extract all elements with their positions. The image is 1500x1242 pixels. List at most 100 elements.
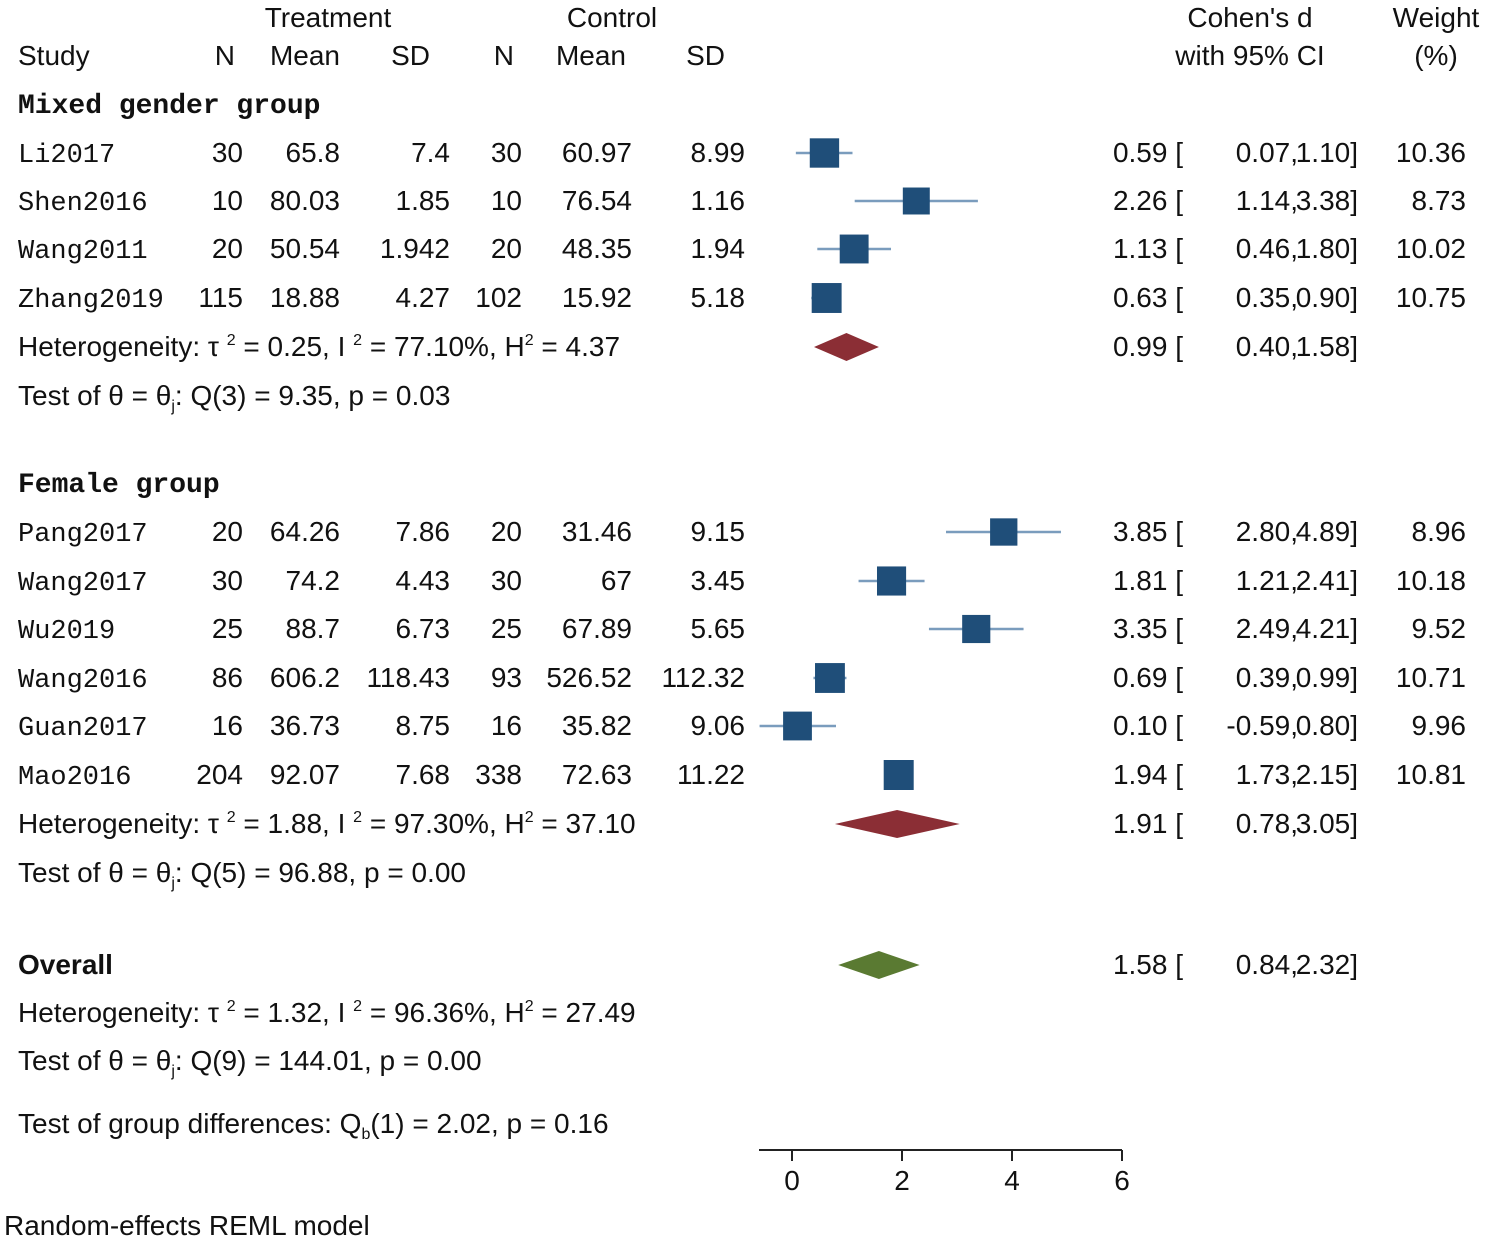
control-n: 16 bbox=[491, 710, 522, 741]
treatment-mean: 80.03 bbox=[270, 185, 340, 216]
effect-square bbox=[876, 566, 907, 596]
control-sd: 8.99 bbox=[691, 137, 746, 168]
group-summary-ci-lower: 0.78, bbox=[1236, 808, 1298, 839]
group-homogeneity-test: Test of θ = θj: Q(5) = 96.88, p = 0.00 bbox=[18, 857, 466, 892]
header-treatment-sd: SD bbox=[391, 40, 430, 71]
study-ci-upper: 2.15] bbox=[1296, 759, 1358, 790]
footer-model-note: Random-effects REML model bbox=[4, 1210, 370, 1241]
group-summary-diamond bbox=[814, 333, 879, 361]
study-ci-upper: 1.80] bbox=[1296, 233, 1358, 264]
study-name: Mao2016 bbox=[18, 763, 131, 793]
study-ci-upper: 3.38] bbox=[1296, 185, 1358, 216]
overall-ci-lower: 0.84, bbox=[1236, 949, 1298, 980]
study-weight: 10.75 bbox=[1396, 282, 1466, 313]
treatment-n: 10 bbox=[212, 185, 243, 216]
header-effect-line2: with 95% CI bbox=[1174, 40, 1324, 71]
overall-heterogeneity: Heterogeneity: τ 2 = 1.32, I 2 = 96.36%,… bbox=[18, 997, 636, 1028]
effect-square bbox=[839, 234, 869, 264]
control-sd: 9.06 bbox=[691, 710, 746, 741]
study-ci-upper: 4.21] bbox=[1296, 613, 1358, 644]
header-control-mean: Mean bbox=[556, 40, 626, 71]
control-sd: 1.16 bbox=[691, 185, 746, 216]
study-ci-upper: 1.10] bbox=[1296, 137, 1358, 168]
effect-square bbox=[962, 614, 991, 644]
control-sd: 5.18 bbox=[691, 282, 746, 313]
effect-square bbox=[809, 138, 840, 168]
overall-diamond bbox=[838, 951, 920, 979]
overall-label: Overall bbox=[18, 949, 113, 980]
study-weight: 10.02 bbox=[1396, 233, 1466, 264]
study-weight: 9.52 bbox=[1412, 613, 1467, 644]
treatment-sd: 7.86 bbox=[396, 516, 451, 547]
control-n: 30 bbox=[491, 565, 522, 596]
header-effect-line1: Cohen's d bbox=[1187, 2, 1312, 33]
study-effect-value: 0.59 [ bbox=[1113, 137, 1183, 168]
treatment-mean: 92.07 bbox=[270, 759, 340, 790]
study-effect-value: 2.26 [ bbox=[1113, 185, 1183, 216]
treatment-mean: 50.54 bbox=[270, 233, 340, 264]
group-summary-ci-lower: 0.40, bbox=[1236, 331, 1298, 362]
study-weight: 8.73 bbox=[1412, 185, 1467, 216]
group-differences-test: Test of group differences: Qb(1) = 2.02,… bbox=[18, 1108, 609, 1143]
effect-square bbox=[990, 518, 1018, 546]
group-homogeneity-test: Test of θ = θj: Q(3) = 9.35, p = 0.03 bbox=[18, 380, 450, 415]
study-ci-upper: 0.80] bbox=[1296, 710, 1358, 741]
group-summary-effect-value: 1.91 [ bbox=[1113, 808, 1183, 839]
treatment-n: 204 bbox=[196, 759, 243, 790]
header-treatment-mean: Mean bbox=[270, 40, 340, 71]
effect-square bbox=[815, 663, 845, 693]
header-weight-line2: (%) bbox=[1414, 40, 1458, 71]
study-weight: 8.96 bbox=[1412, 516, 1467, 547]
header-treatment-n: N bbox=[215, 40, 235, 71]
treatment-sd: 1.942 bbox=[380, 233, 450, 264]
study-name: Guan2017 bbox=[18, 714, 148, 744]
x-axis-tick-label: 2 bbox=[894, 1165, 910, 1196]
study-effect-value: 0.10 [ bbox=[1113, 710, 1183, 741]
control-n: 20 bbox=[491, 233, 522, 264]
header-treatment: Treatment bbox=[265, 2, 392, 33]
treatment-mean: 606.2 bbox=[270, 662, 340, 693]
treatment-mean: 64.26 bbox=[270, 516, 340, 547]
control-sd: 11.22 bbox=[677, 759, 745, 790]
header-control-n: N bbox=[494, 40, 514, 71]
control-sd: 1.94 bbox=[691, 233, 746, 264]
study-ci-lower: 1.21, bbox=[1236, 565, 1298, 596]
study-name: Wu2019 bbox=[18, 617, 115, 647]
study-name: Li2017 bbox=[18, 141, 115, 171]
treatment-n: 30 bbox=[212, 137, 243, 168]
control-sd: 5.65 bbox=[691, 613, 746, 644]
study-ci-lower: 1.14, bbox=[1236, 185, 1298, 216]
control-mean: 48.35 bbox=[562, 233, 632, 264]
treatment-n: 20 bbox=[212, 233, 243, 264]
study-ci-upper: 2.41] bbox=[1296, 565, 1358, 596]
control-mean: 35.82 bbox=[562, 710, 632, 741]
study-name: Wang2017 bbox=[18, 569, 148, 599]
control-n: 102 bbox=[475, 282, 522, 313]
control-mean: 60.97 bbox=[562, 137, 632, 168]
study-name: Shen2016 bbox=[18, 189, 148, 219]
treatment-sd: 4.27 bbox=[396, 282, 451, 313]
control-mean: 72.63 bbox=[562, 759, 632, 790]
group-heterogeneity: Heterogeneity: τ 2 = 1.88, I 2 = 97.30%,… bbox=[18, 808, 636, 839]
control-sd: 112.32 bbox=[661, 662, 745, 693]
treatment-mean: 18.88 bbox=[270, 282, 340, 313]
treatment-mean: 65.8 bbox=[286, 137, 341, 168]
overall-effect-value: 1.58 [ bbox=[1113, 949, 1183, 980]
study-ci-lower: 2.49, bbox=[1236, 613, 1298, 644]
control-mean: 67.89 bbox=[562, 613, 632, 644]
effect-square bbox=[811, 283, 842, 313]
overall-ci-upper: 2.32] bbox=[1296, 949, 1358, 980]
study-effect-value: 1.13 [ bbox=[1113, 233, 1183, 264]
study-weight: 10.71 bbox=[1396, 662, 1466, 693]
study-weight: 9.96 bbox=[1412, 710, 1467, 741]
group-summary-diamond bbox=[834, 810, 960, 838]
study-effect-value: 1.94 [ bbox=[1113, 759, 1183, 790]
study-ci-lower: 0.07, bbox=[1236, 137, 1298, 168]
control-sd: 3.45 bbox=[691, 565, 746, 596]
x-axis-tick-label: 4 bbox=[1004, 1165, 1020, 1196]
control-sd: 9.15 bbox=[691, 516, 746, 547]
study-effect-value: 3.85 [ bbox=[1113, 516, 1183, 547]
effect-square bbox=[783, 711, 812, 741]
study-ci-lower: 0.39, bbox=[1236, 662, 1298, 693]
x-axis-tick-label: 6 bbox=[1114, 1165, 1130, 1196]
